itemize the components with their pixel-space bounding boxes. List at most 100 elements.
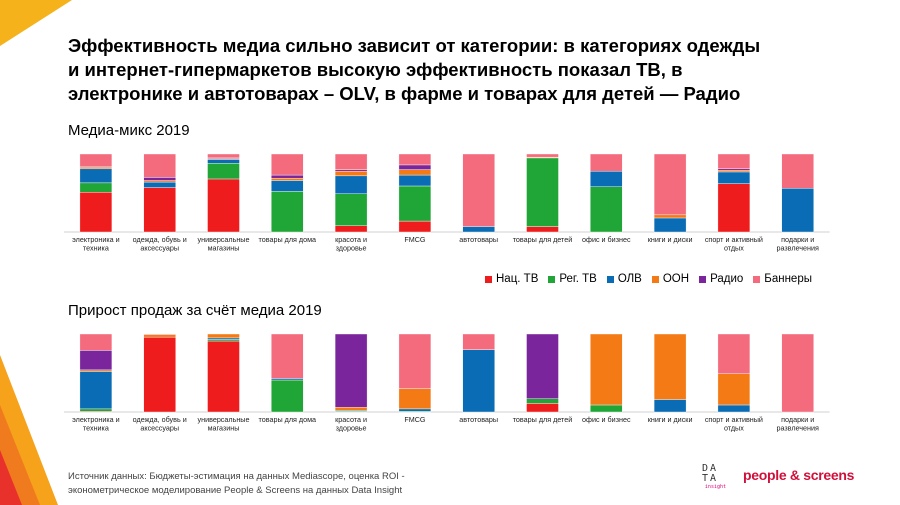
headline-line-1: Эффективность медиа сильно зависит от ка… — [68, 35, 761, 56]
legend-swatch-nat-tv — [485, 275, 492, 283]
legend-item-olv: ОЛВ — [606, 273, 642, 285]
bar-segment-olv-5 — [398, 174, 432, 187]
bar-segment-banners-1 — [143, 153, 176, 178]
x-tick-label-5-0: FMCG — [404, 415, 426, 424]
x-tick-label-4-0: красота и — [335, 415, 367, 424]
bar-segment-reg_tv-3 — [271, 379, 304, 413]
x-tick-label-4-1: здоровье — [336, 244, 367, 253]
bar-segment-ooh-9 — [653, 333, 687, 400]
x-tick-label-11-1: развлечения — [776, 244, 819, 253]
bar-segment-ooh-5 — [398, 388, 432, 410]
bar-segment-olv-0 — [79, 371, 113, 410]
bar-segment-banners-6 — [462, 333, 495, 350]
legend-label-ooh: ООН — [662, 273, 690, 285]
x-tick-label-10-0: спорт и активный — [705, 235, 763, 244]
bar-segment-reg_tv-5 — [398, 185, 432, 222]
legend-label-olv: ОЛВ — [617, 273, 642, 285]
bar-segment-banners-11 — [781, 153, 814, 189]
legend-swatch-reg-tv — [548, 275, 556, 283]
bar-segment-olv-1 — [143, 181, 176, 188]
x-tick-label-9-0: книги и диски — [648, 235, 693, 244]
bar-segment-reg_tv-0 — [79, 408, 113, 412]
bar-segment-reg_tv-2 — [207, 339, 240, 342]
page-headline: Эффективность медиа сильно зависит от ка… — [68, 34, 868, 106]
bar-segment-olv-2 — [207, 337, 240, 340]
bar-segment-banners-2 — [207, 153, 240, 159]
bar-segment-reg_tv-0 — [79, 182, 113, 193]
x-tick-label-3-0: товары для дома — [259, 235, 317, 244]
bar-segment-banners-8 — [590, 153, 623, 172]
bar-segment-olv-8 — [590, 170, 623, 187]
bar-segment-olv-4 — [334, 175, 368, 194]
headline-line-2: и интернет-гипермаркетов высокую эффекти… — [68, 59, 683, 80]
bar-segment-olv-6 — [462, 349, 495, 413]
legend-label-reg-tv: Рег. ТВ — [559, 273, 597, 285]
bar-segment-banners-3 — [271, 333, 304, 379]
x-tick-label-11-0: подарки и — [781, 415, 814, 424]
bar-segment-banners-5 — [398, 333, 432, 389]
bar-segment-ooh-1 — [143, 180, 176, 183]
bar-segment-ooh-8 — [590, 333, 623, 406]
bar-segment-olv-6 — [462, 226, 495, 233]
legend-item-radio: Радио — [699, 273, 743, 285]
x-tick-label-8-0: офис и бизнес — [582, 415, 631, 424]
chart-title-sales-lift: Прирост продаж за счёт медиа 2019 — [68, 302, 322, 319]
bar-segment-olv-5 — [398, 408, 432, 412]
legend-swatch-ooh — [651, 275, 659, 283]
legend-item-ooh: ООН — [651, 273, 690, 285]
legend-label-nat-tv: Нац. ТВ — [496, 273, 539, 285]
bar-segment-radio-4 — [334, 169, 368, 172]
legend-swatch-banners — [753, 275, 761, 283]
x-tick-label-8-0: офис и бизнес — [582, 235, 631, 244]
legend-item-banners: Баннеры — [753, 273, 812, 285]
bar-segment-radio-0 — [79, 350, 113, 371]
bar-segment-banners-10 — [717, 153, 751, 170]
bar-segment-reg_tv-7 — [526, 398, 559, 404]
bar-segment-radio-1 — [143, 177, 176, 181]
bar-segment-ooh-10 — [717, 373, 751, 406]
bar-segment-radio-3 — [271, 174, 304, 179]
bar-segment-olv-10 — [717, 171, 751, 184]
bar-segment-radio-10 — [717, 168, 751, 171]
x-tick-label-11-1: развлечения — [776, 424, 819, 433]
bar-segment-nat_tv-1 — [143, 336, 176, 413]
data-insight-logo-line-2: TA — [702, 473, 719, 484]
bar-segment-radio-7 — [526, 333, 559, 399]
x-tick-label-0-1: техника — [83, 244, 109, 253]
bar-segment-nat_tv-4 — [334, 225, 368, 233]
bar-segment-radio-5 — [398, 164, 432, 170]
bar-segment-olv-11 — [781, 188, 814, 233]
bar-segment-nat_tv-0 — [79, 192, 113, 233]
bar-segment-ooh-0 — [79, 167, 113, 170]
x-tick-label-0-0: электроника и — [72, 235, 120, 244]
bar-segment-banners-0 — [79, 153, 113, 167]
x-tick-label-2-1: магазины — [208, 244, 240, 253]
bar-segment-reg_tv-8 — [590, 404, 623, 413]
legend-item-nat-tv: Нац. ТВ — [485, 273, 538, 285]
bar-segment-reg_tv-2 — [207, 163, 240, 180]
bar-segment-olv-2 — [207, 159, 240, 164]
data-source-line-1: Источник данных: Бюджеты-эстимация на да… — [68, 471, 405, 482]
bar-segment-banners-5 — [398, 153, 432, 166]
x-tick-label-5-0: FMCG — [404, 235, 426, 244]
legend-swatch-radio — [699, 275, 707, 283]
bar-segment-banners-10 — [717, 333, 751, 374]
x-tick-label-7-0: товары для детей — [513, 235, 573, 244]
bar-segment-reg_tv-7 — [526, 157, 559, 227]
bar-segment-nat_tv-2 — [207, 178, 240, 233]
bar-segment-banners-11 — [781, 333, 814, 413]
bar-segment-banners-4 — [334, 153, 368, 170]
x-tick-label-2-1: магазины — [208, 424, 240, 433]
legend-label-banners: Баннеры — [764, 273, 812, 285]
legend-label-radio: Радио — [710, 273, 744, 285]
bar-segment-radio-4 — [334, 333, 368, 408]
bar-segment-ooh-5 — [398, 169, 432, 176]
x-tick-label-1-0: одежда, обувь и — [133, 235, 187, 244]
x-tick-label-6-0: автотовары — [459, 235, 498, 244]
bar-segment-nat_tv-7 — [526, 226, 559, 233]
x-tick-label-10-0: спорт и активный — [705, 415, 763, 424]
bar-segment-ooh-4 — [334, 407, 368, 411]
bar-segment-reg_tv-3 — [271, 191, 304, 233]
x-tick-label-10-1: отдых — [724, 244, 744, 253]
